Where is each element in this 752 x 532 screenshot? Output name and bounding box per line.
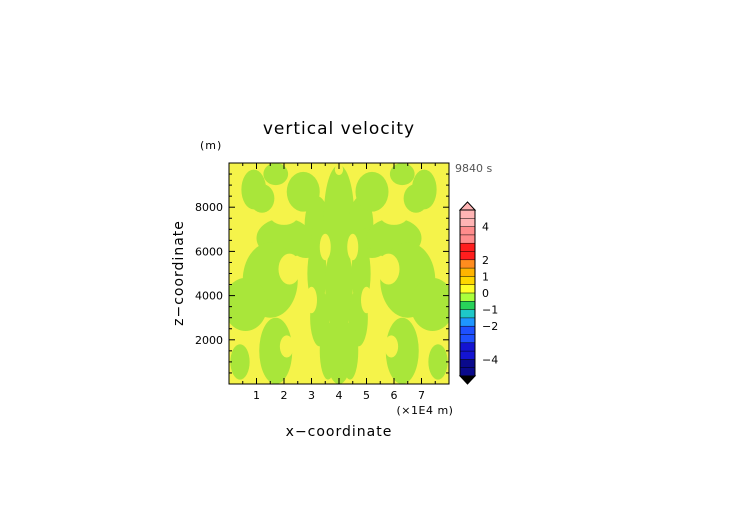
negative-region-17 xyxy=(341,322,359,380)
positive-region-12 xyxy=(314,163,331,177)
colorbar-band-9 xyxy=(460,309,475,318)
y-tick-label: 6000 xyxy=(195,245,223,258)
positive-region-0 xyxy=(270,207,298,225)
chart-title: vertical velocity xyxy=(263,119,415,139)
colorbar-tick-label: 2 xyxy=(482,254,489,267)
positive-region-10 xyxy=(299,339,313,362)
positive-region-14 xyxy=(334,164,344,176)
negative-region-30 xyxy=(230,344,250,380)
colorbar-band-8 xyxy=(460,301,475,310)
positive-region-5 xyxy=(384,335,399,358)
y-axis: 2000 4000 6000 8000 xyxy=(195,162,449,385)
negative-region-10 xyxy=(325,238,353,336)
colorbar-tick-label: −1 xyxy=(482,304,498,317)
positive-region-9 xyxy=(361,286,372,314)
colorbar-band-3 xyxy=(460,259,475,269)
positive-region-7 xyxy=(347,233,359,261)
y-axis-label: z−coordinate xyxy=(171,220,187,326)
y-tick-label: 2000 xyxy=(195,334,223,347)
colorbar-band-7 xyxy=(460,293,475,302)
positive-region-1 xyxy=(380,207,408,225)
x-tick-label: 5 xyxy=(363,389,370,402)
positive-region-2 xyxy=(278,253,301,285)
x-tick-label: 7 xyxy=(418,389,425,402)
negative-region-20 xyxy=(411,169,437,210)
x-axis-label: x−coordinate xyxy=(286,424,393,440)
negative-region-2 xyxy=(263,163,289,186)
negative-region-28 xyxy=(229,277,268,331)
positive-region-11 xyxy=(365,339,379,362)
positive-region-6 xyxy=(319,233,331,261)
colorbar-band-6 xyxy=(460,284,475,293)
positive-region-3 xyxy=(377,253,400,285)
y-unit-label: (m) xyxy=(200,139,222,152)
negative-region-1 xyxy=(249,183,275,213)
x-tick-label: 6 xyxy=(391,389,398,402)
colorbar-tick-label: 4 xyxy=(482,221,489,234)
colorbar-under-triangle xyxy=(458,375,477,385)
colorbar-tick-label: −4 xyxy=(482,353,498,366)
negative-region-23 xyxy=(410,277,449,331)
colorbar-band-5 xyxy=(460,276,475,285)
positive-region-4 xyxy=(279,335,294,358)
x-unit-label: (×1E4 m) xyxy=(397,404,454,417)
x-tick-label: 3 xyxy=(308,389,315,402)
colorbar-tick-label: 1 xyxy=(482,270,489,283)
time-label: 9840 s xyxy=(455,162,492,175)
negative-region-18 xyxy=(389,163,415,186)
x-tick-label: 4 xyxy=(336,389,343,402)
positive-region-8 xyxy=(306,286,317,314)
colorbar-band-10 xyxy=(460,317,475,327)
colorbar-tick-label: 0 xyxy=(482,287,489,300)
colorbar-tick-label: −2 xyxy=(482,320,498,333)
negative-region-25 xyxy=(428,344,448,380)
y-tick-label: 8000 xyxy=(195,201,223,214)
negative-region-29 xyxy=(259,317,293,384)
colorbar-legend: 4 2 1 0 −1 −2 −4 xyxy=(458,201,498,385)
colorbar-over-triangle xyxy=(458,201,477,211)
x-tick-label: 1 xyxy=(253,389,260,402)
y-tick-label: 4000 xyxy=(195,290,223,303)
x-axis: 1 2 3 4 5 6 7 xyxy=(228,163,450,402)
positive-region-13 xyxy=(347,163,364,177)
plot-area xyxy=(229,163,449,384)
x-tick-label: 2 xyxy=(281,389,288,402)
colorbar-band-4 xyxy=(460,268,475,277)
positive-velocity-regions xyxy=(270,163,408,362)
negative-region-9 xyxy=(323,165,355,267)
negative-region-13 xyxy=(355,171,389,212)
negative-region-24 xyxy=(385,317,419,384)
